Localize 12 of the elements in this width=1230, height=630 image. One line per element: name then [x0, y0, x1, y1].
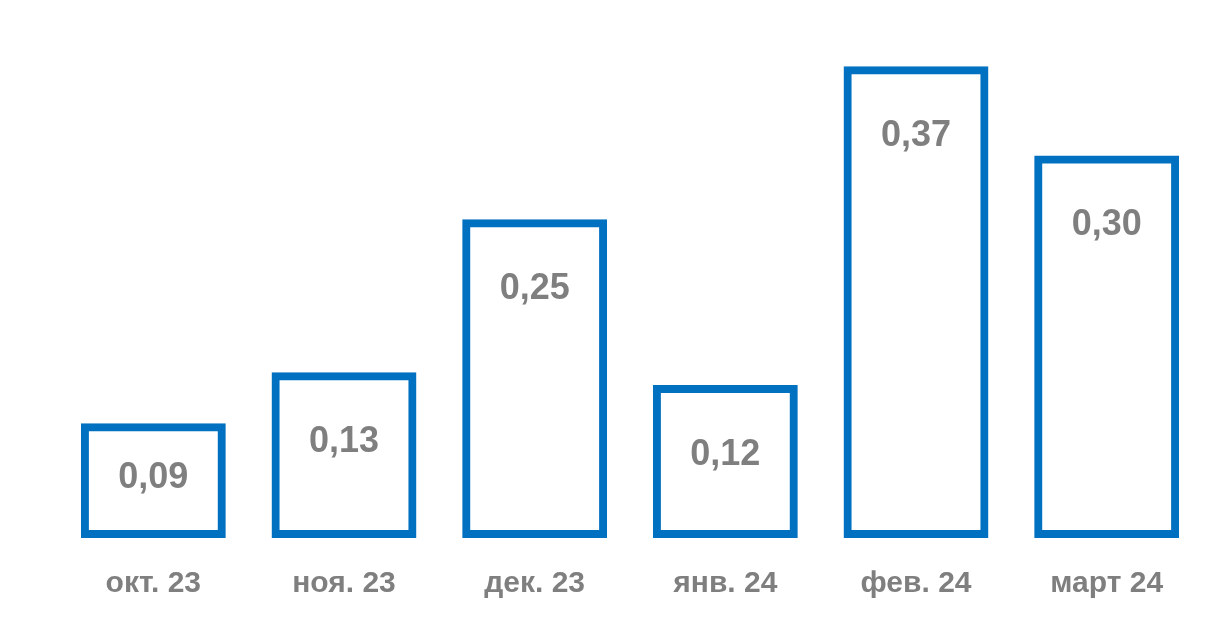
data-label: 0,13	[308, 419, 380, 461]
x-tick-label: янв. 24	[672, 565, 778, 599]
x-tick-label: ноя. 23	[292, 565, 396, 599]
x-tick-label: март 24	[1050, 565, 1164, 599]
data-label: 0,12	[690, 431, 761, 473]
x-tick-label: фев. 24	[860, 565, 972, 599]
x-tick-label: дек. 23	[484, 565, 586, 599]
data-label: 0,25	[499, 266, 570, 308]
data-label: 0,37	[880, 113, 952, 155]
x-tick-label: окт. 23	[105, 565, 202, 599]
data-label: 0,09	[118, 454, 189, 496]
data-label: 0,30	[1071, 202, 1142, 244]
